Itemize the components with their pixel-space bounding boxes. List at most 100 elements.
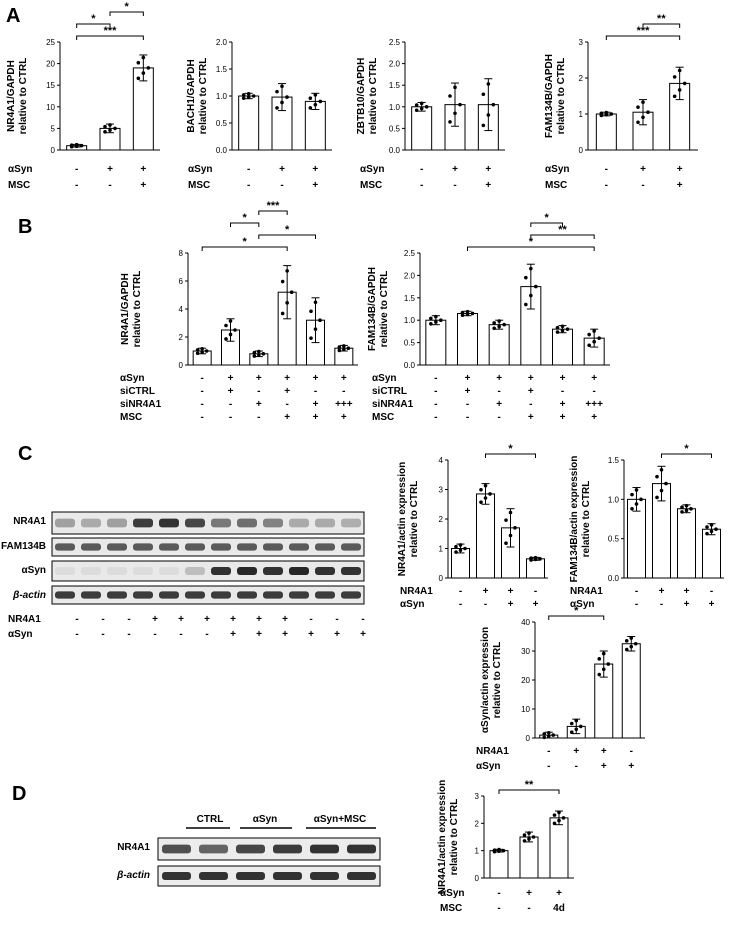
- condition-mark: -: [547, 746, 550, 757]
- y-axis-label: relative to CTRL: [379, 271, 390, 348]
- blot-c-lane-mark: -: [153, 629, 156, 640]
- blot-c-lane-mark: +: [230, 614, 236, 625]
- condition-mark: +: [256, 399, 262, 410]
- significance-bracket: [605, 35, 681, 40]
- significance-label: *: [243, 212, 248, 224]
- condition-mark: +: [628, 761, 634, 772]
- condition-label: αSyn: [8, 164, 33, 175]
- bar: [457, 312, 478, 366]
- chart-a2: 0.0 0.5 1.0 1.5 2.0 BACH1/GAPDH relative to CT…: [186, 38, 332, 191]
- condition-mark: +: [485, 180, 491, 191]
- condition-mark: +: [496, 399, 502, 410]
- data-point: [419, 101, 424, 106]
- data-point: [342, 347, 346, 352]
- data-point: [705, 531, 709, 536]
- condition-mark: -: [434, 412, 437, 423]
- condition-mark: +: [677, 164, 683, 175]
- y-tick-label: 0.5: [608, 535, 620, 544]
- blot-band: [81, 567, 101, 575]
- condition-label: αSyn: [476, 761, 501, 772]
- data-point: [224, 337, 228, 341]
- data-point: [465, 309, 470, 314]
- data-point: [552, 821, 557, 826]
- data-point: [419, 106, 424, 111]
- data-point: [560, 324, 565, 329]
- blot-c-lane-mark: -: [75, 614, 78, 625]
- chart-a3: 0.0 0.5 1.0 1.5 2.0 2.5 ZBTB10/GAPDH relative t…: [356, 38, 505, 191]
- bar: [519, 836, 539, 879]
- y-tick-label: 25: [46, 38, 55, 47]
- y-tick-label: 3: [579, 38, 584, 47]
- blot-c-lane-mark: +: [256, 629, 262, 640]
- data-point: [664, 481, 668, 486]
- blot-band: [211, 543, 231, 551]
- data-point: [74, 142, 79, 147]
- blot-d-group-asyn-msc: αSyn+MSC: [314, 814, 367, 825]
- blot-band: [159, 567, 179, 575]
- y-axis-label: relative to CTRL: [18, 58, 29, 135]
- data-point: [636, 120, 640, 125]
- blot-band: [211, 567, 231, 575]
- condition-mark: -: [75, 180, 78, 191]
- blot-band: [289, 591, 309, 599]
- blot-band: [341, 543, 361, 551]
- blot-band: [315, 567, 335, 575]
- condition-mark: -: [434, 386, 437, 397]
- condition-label: MSC: [360, 180, 382, 191]
- blot-band: [199, 844, 228, 854]
- data-point: [103, 124, 107, 129]
- condition-mark: -: [660, 599, 663, 610]
- condition-mark: +: [256, 373, 262, 384]
- blot-band: [133, 518, 153, 528]
- condition-mark: -: [630, 746, 633, 757]
- data-point: [565, 327, 570, 331]
- y-tick-label: 10: [521, 705, 530, 714]
- significance-label: **: [558, 224, 567, 236]
- y-tick-label: 1.0: [389, 103, 401, 112]
- y-tick-label: 20: [46, 60, 55, 69]
- data-point: [604, 110, 609, 115]
- y-tick-label: 0.5: [404, 339, 416, 348]
- blot-c-lane-mark: +: [152, 614, 158, 625]
- blot-band: [162, 872, 191, 880]
- blot-band: [347, 872, 376, 880]
- significance-label: *: [285, 224, 290, 236]
- data-point: [103, 130, 107, 134]
- condition-mark: +: [465, 373, 471, 384]
- blot-band: [107, 591, 127, 599]
- condition-mark: -: [257, 412, 260, 423]
- data-point: [555, 325, 560, 330]
- data-point: [414, 108, 419, 113]
- data-point: [492, 326, 496, 331]
- data-point: [429, 316, 433, 321]
- blot-band: [289, 567, 309, 575]
- condition-mark: +: [601, 746, 607, 757]
- y-tick-label: 1.5: [389, 81, 401, 90]
- data-point: [655, 474, 659, 479]
- condition-label: NR4A1: [400, 586, 433, 597]
- data-point: [460, 310, 465, 315]
- condition-label: MSC: [440, 903, 462, 914]
- condition-mark: +: [591, 412, 597, 423]
- data-point: [561, 816, 566, 820]
- blot-band: [55, 591, 75, 599]
- chart-c2: 0.0 0.5 1.0 1.5 FAM134B/actin expression rela…: [569, 443, 724, 610]
- data-point: [308, 96, 313, 100]
- condition-mark: +: [313, 412, 319, 423]
- data-point: [414, 103, 419, 107]
- condition-mark: -: [466, 412, 469, 423]
- y-tick-label: 1.5: [404, 294, 416, 303]
- blot-c-row-label: αSyn: [22, 565, 47, 576]
- data-point: [280, 311, 285, 316]
- condition-mark: -: [229, 412, 232, 423]
- data-point: [136, 76, 141, 81]
- condition-mark: +: [107, 164, 113, 175]
- significance-bracket: [109, 11, 144, 16]
- condition-mark: -: [484, 599, 487, 610]
- condition-mark: -: [497, 412, 500, 423]
- blot-strip: [157, 837, 381, 861]
- significance-bracket: [661, 453, 712, 458]
- data-point: [497, 847, 501, 852]
- data-point: [346, 346, 351, 351]
